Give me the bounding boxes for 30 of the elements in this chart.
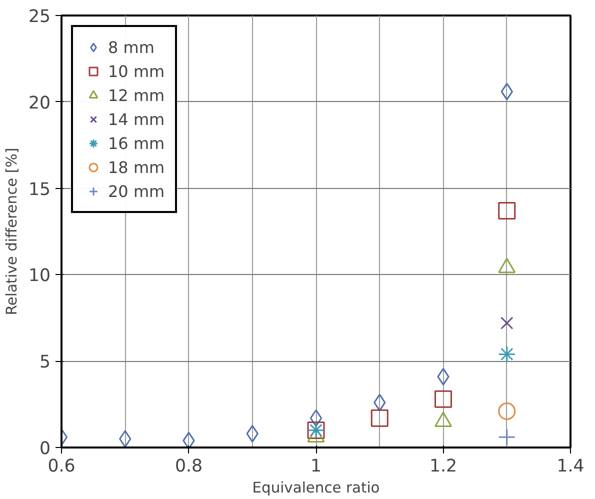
x-tick-label: 0.8 bbox=[174, 456, 203, 476]
legend-label: 12 mm bbox=[108, 86, 165, 104]
y-tick-label: 10 bbox=[28, 266, 51, 286]
y-tick-label: 25 bbox=[28, 7, 51, 27]
point bbox=[119, 430, 132, 448]
y-tick-label: 0 bbox=[39, 439, 51, 459]
y-tick-label: 5 bbox=[39, 352, 51, 373]
legend-label: 14 mm bbox=[108, 110, 165, 128]
point bbox=[498, 202, 516, 220]
legend-label: 18 mm bbox=[108, 158, 165, 176]
legend-label: 8 mm bbox=[108, 38, 154, 56]
point bbox=[498, 428, 516, 446]
legend-label: 16 mm bbox=[108, 134, 165, 152]
x-tick-label: 0.6 bbox=[48, 456, 76, 476]
x-tick-label: 1.4 bbox=[556, 456, 584, 476]
x-axis-title: Equivalence ratio bbox=[252, 480, 380, 496]
point bbox=[500, 316, 514, 330]
point bbox=[434, 390, 452, 408]
point bbox=[498, 345, 516, 363]
y-tick-label: 20 bbox=[28, 93, 51, 114]
y-tick-label: 15 bbox=[28, 180, 51, 200]
point bbox=[182, 432, 195, 448]
legend-label: 20 mm bbox=[108, 182, 165, 200]
y-axis-title: Relative difference [%] bbox=[3, 148, 20, 316]
legend-label: 10 mm bbox=[108, 62, 165, 80]
point bbox=[310, 409, 322, 427]
point bbox=[498, 402, 516, 420]
x-tick-label: 1 bbox=[310, 456, 322, 476]
x-tick-label: 1.2 bbox=[429, 456, 458, 476]
point bbox=[370, 409, 388, 427]
